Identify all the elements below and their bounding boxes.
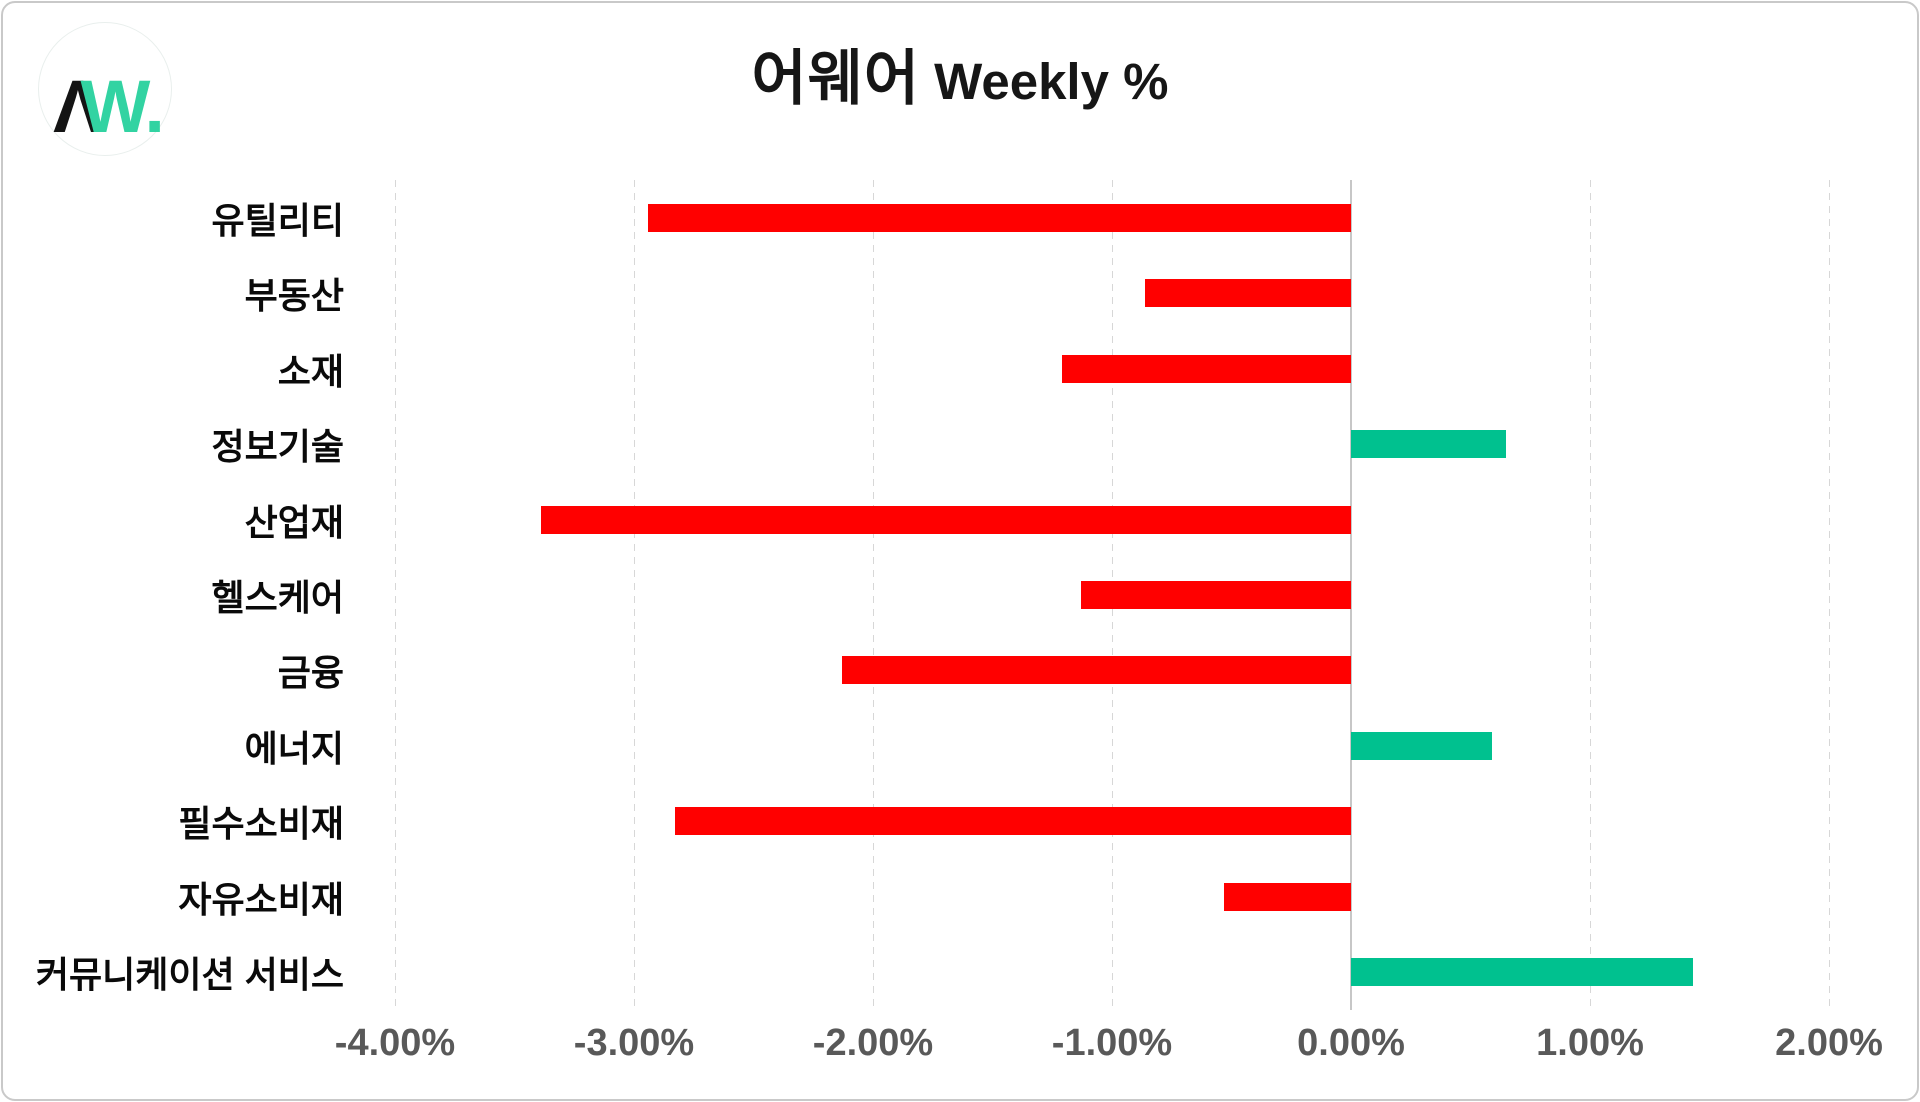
category-label: 커뮤니케이션 서비스 [35, 954, 344, 996]
chart-title-korean: 어웨어 [751, 45, 921, 112]
chart-title-latin: Weekly % [934, 53, 1169, 110]
gridline [394, 180, 396, 1010]
aw-logo-text: ΛW. [53, 70, 165, 144]
chart-bar-9 [674, 807, 1351, 836]
gridline [633, 180, 635, 1010]
category-label: 헬스케어 [211, 577, 344, 618]
category-label: 유틸리티 [211, 199, 344, 241]
x-tick-label: 0.00% [1297, 1022, 1405, 1064]
chart-bar-11 [1351, 958, 1693, 987]
x-tick-label: -3.00% [573, 1022, 695, 1064]
gridline [1828, 180, 1830, 1010]
chart-bar-6 [1080, 581, 1351, 609]
category-label: 산업재 [244, 501, 344, 543]
category-label: 자유소비재 [178, 878, 344, 920]
chart-bar-7 [841, 656, 1351, 685]
category-label: 소재 [277, 350, 344, 392]
gridline [1589, 180, 1591, 1010]
logo-letter-w: W [80, 65, 150, 149]
zero-axis-line [1350, 180, 1352, 1010]
x-tick-label: 2.00% [1775, 1022, 1883, 1064]
category-label: 에너지 [244, 727, 344, 769]
logo-dot: . [144, 65, 164, 149]
category-label: 부동산 [244, 275, 344, 317]
x-tick-label: 1.00% [1536, 1022, 1644, 1064]
x-tick-label: -4.00% [334, 1022, 456, 1064]
chart-title: 어웨어 Weekly % [0, 30, 1920, 117]
chart-bar-2 [1145, 279, 1351, 308]
category-label: 정보기술 [211, 426, 344, 468]
logo-letter-a: Λ [53, 65, 102, 149]
category-label: 필수소비재 [178, 803, 344, 845]
chart-bar-4 [1351, 430, 1507, 459]
chart-bar-10 [1224, 882, 1351, 911]
plot-area [355, 180, 1885, 1010]
chart-bar-5 [540, 505, 1351, 534]
category-label: 금융 [277, 652, 344, 694]
chart-bar-8 [1351, 731, 1492, 760]
x-tick-label: -1.00% [1051, 1022, 1173, 1064]
x-tick-label: -2.00% [812, 1022, 934, 1064]
aw-logo: ΛW. [38, 22, 172, 156]
x-axis-labels: -4.00% -3.00% -2.00% -1.00% 0.00% 1.00% 2.00% [335, 1022, 1885, 1082]
gridline [872, 180, 874, 1010]
chart-bar-3 [1061, 354, 1351, 383]
chart-bar-1 [648, 203, 1351, 232]
